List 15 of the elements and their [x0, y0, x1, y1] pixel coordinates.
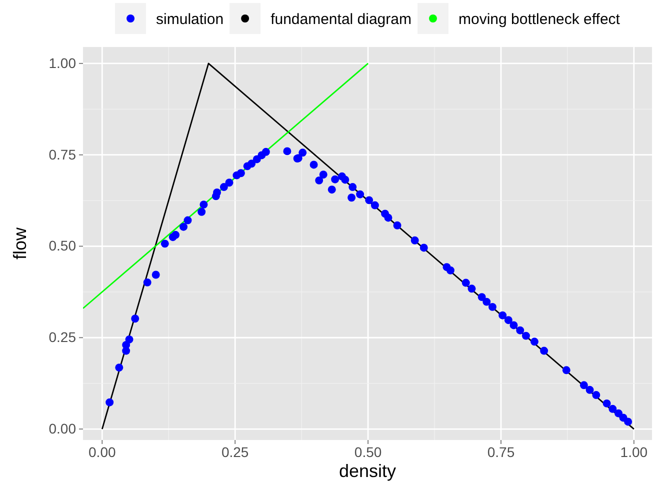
y-tick-label: 0.00	[48, 420, 76, 437]
x-tick-label: 0.50	[354, 444, 382, 460]
y-tick-label: 0.50	[48, 238, 76, 254]
y-tick-label: 0.75	[48, 146, 76, 162]
legend-label: simulation	[156, 11, 224, 28]
legend-label: fundamental diagram	[270, 11, 412, 28]
x-tick-label: 0.75	[487, 444, 515, 460]
x-tick-label: 0.00	[88, 444, 116, 460]
y-axis-title: flow	[10, 226, 30, 260]
x-tick-label: 1.00	[620, 444, 648, 460]
y-tick-label: 0.25	[48, 329, 76, 346]
x-axis-title: density	[338, 461, 396, 481]
x-tick-label: 0.25	[221, 444, 249, 460]
y-tick-label: 1.00	[48, 54, 76, 71]
legend-label: moving bottleneck effect	[458, 11, 621, 28]
